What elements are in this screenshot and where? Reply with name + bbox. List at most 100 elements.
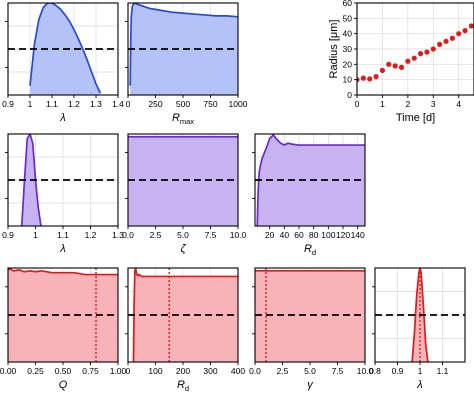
x-axis-label: Rd (177, 379, 189, 393)
x-tick-label: 1.2 (68, 99, 80, 109)
data-point (462, 28, 468, 34)
x-tick-label: 2.5 (277, 366, 289, 376)
x-axis-label-subscript: d (185, 384, 189, 393)
density-line (256, 134, 365, 226)
data-point (367, 76, 373, 82)
x-tick-label: 10.0 (357, 366, 374, 376)
x-tick-label: 2 (406, 99, 411, 109)
data-point (468, 23, 474, 29)
x-tick-label: 5.0 (304, 366, 316, 376)
data-point (386, 61, 392, 67)
x-tick-label: 140 (351, 230, 365, 240)
density-area (255, 270, 365, 362)
x-tick-label: 1 (418, 366, 423, 376)
x-tick-label: 0.00 (0, 366, 17, 376)
x-axis-label: Rmax (172, 112, 194, 126)
x-tick-label: 4 (456, 99, 461, 109)
x-tick-label: 60 (294, 230, 304, 240)
x-tick-label: 0.75 (82, 366, 99, 376)
density-line (129, 3, 238, 86)
x-tick-label: 1.3 (112, 230, 124, 240)
density-line (411, 268, 429, 362)
x-tick-label: 250 (148, 99, 162, 109)
x-tick-label: 1 (380, 99, 385, 109)
x-tick-label: 1.1 (46, 99, 58, 109)
x-axis-label-subscript: max (180, 117, 194, 126)
x-tick-label: 10.0 (230, 230, 247, 240)
x-axis-label: Time [d] (396, 112, 435, 124)
x-tick-label: 100 (148, 366, 162, 376)
plot-frame (254, 133, 366, 227)
panel-p_lambda_blue: 0.9 1 1.1 1.2 1.3 1.4 λ (2, 2, 124, 124)
data-point (456, 31, 462, 37)
x-tick-label: 7.5 (332, 366, 344, 376)
y-tick-label: 40 (343, 29, 353, 39)
y-axis-label: Radius [μm] (328, 20, 340, 79)
panel-p_zeta_purple: 0.0 2.5 5.0 7.5 10.0 ζ (122, 133, 247, 255)
y-tick-label: 0 (347, 90, 352, 100)
x-tick-label: 120 (336, 230, 350, 240)
x-tick-label: 400 (231, 366, 245, 376)
x-axis-label-subscript: d (312, 248, 316, 257)
x-tick-label: 0 (126, 366, 131, 376)
grid (357, 3, 474, 95)
x-axis-label: λ (416, 379, 422, 391)
x-tick-label: 0.9 (2, 230, 14, 240)
x-tick-label: 5.0 (177, 230, 189, 240)
data-point (449, 35, 455, 41)
density-area (128, 136, 238, 226)
y-tick-label: 60 (343, 0, 353, 8)
data-point (392, 63, 398, 69)
x-tick-label: 0 (355, 99, 360, 109)
x-axis-label: λ (59, 112, 65, 124)
y-tick-label: 50 (343, 13, 353, 23)
x-tick-label: 200 (176, 366, 190, 376)
density-line (132, 268, 238, 362)
x-axis-label: Rd (304, 243, 316, 257)
data-point (411, 55, 417, 61)
data-point (405, 58, 411, 64)
x-tick-label: 0.0 (122, 230, 134, 240)
x-axis-label: γ (307, 379, 314, 391)
x-tick-label: 0.9 (2, 99, 14, 109)
density-line (29, 3, 102, 94)
x-tick-label: 750 (203, 99, 217, 109)
panel-p_rd_red: 0 100 200 300 400 Rd (125, 267, 245, 393)
x-tick-label: 1.00 (110, 366, 127, 376)
x-tick-label: 1.3 (90, 99, 102, 109)
x-tick-label: 20 (265, 230, 275, 240)
panel-p_rmax_blue: 0 250 500 750 1000 Rmax (125, 2, 248, 126)
data-point (417, 51, 424, 57)
x-tick-label: 2.5 (150, 230, 162, 240)
x-tick-label: 0.0 (249, 366, 261, 376)
plot-frame (7, 2, 119, 96)
panel-p_rd_purple: 20 40 60 80 100 120 140 Rd (252, 133, 366, 257)
data-point (443, 38, 449, 44)
panel-p_q_red: 0.00 0.25 0.50 0.75 1.00 Q (0, 267, 127, 391)
y-tick-label: 30 (343, 44, 353, 54)
x-tick-label: 1.1 (57, 230, 69, 240)
x-tick-label: 1.4 (112, 99, 124, 109)
x-tick-label: 300 (203, 366, 217, 376)
panel-p_gamma_red: 0.0 2.5 5.0 7.5 10.0 γ (249, 267, 374, 391)
data-point (430, 46, 436, 52)
data-point (357, 77, 360, 83)
data-point (398, 64, 405, 70)
x-tick-label: 0.25 (27, 366, 44, 376)
x-tick-label: 3 (431, 99, 436, 109)
data-point (373, 74, 379, 80)
data-point (360, 75, 366, 81)
y-tick-label: 20 (343, 59, 353, 69)
x-tick-label: 0.9 (392, 366, 404, 376)
x-tick-label: 1.2 (85, 230, 97, 240)
density-line (20, 134, 42, 226)
x-tick-label: 1000 (229, 99, 248, 109)
x-tick-label: 1 (33, 230, 38, 240)
x-tick-label: 1 (28, 99, 33, 109)
x-tick-label: 1.1 (437, 366, 449, 376)
x-axis-label: ζ (180, 243, 186, 255)
x-tick-label: 40 (280, 230, 290, 240)
data-point (437, 41, 443, 48)
